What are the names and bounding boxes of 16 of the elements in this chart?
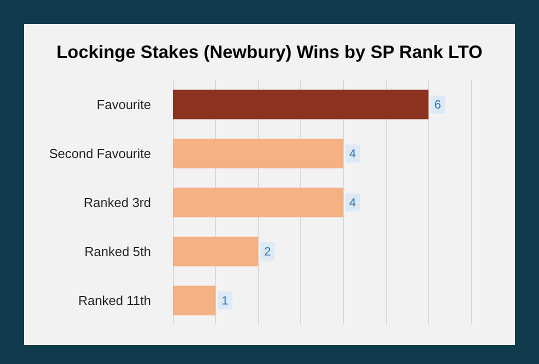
bar [173,138,344,168]
bar [173,188,344,218]
y-tick-label: Ranked 5th [84,244,151,259]
bar [173,286,216,316]
data-label: 2 [264,244,272,258]
chart-title: Lockinge Stakes (Newbury) Wins by SP Rank LTO [56,42,482,62]
y-tick-label: Ranked 11th [78,293,151,308]
data-label: 4 [349,146,356,160]
bar [173,236,258,266]
bar [173,90,428,120]
data-label: 6 [434,98,442,112]
data-label: 4 [349,196,356,210]
y-tick-label: Second Favourite [49,146,151,161]
y-tick-label: Favourite [96,97,151,112]
y-tick-label: Ranked 3rd [84,195,151,210]
data-label: 1 [222,294,229,308]
